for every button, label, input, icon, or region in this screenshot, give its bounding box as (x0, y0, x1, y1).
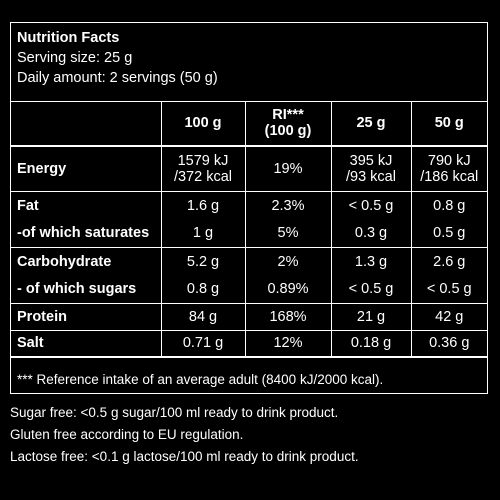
sugars-100g: 0.8 g (160, 275, 245, 304)
reference-intake-footnote: *** Reference intake of an average adult… (17, 372, 384, 387)
carbohydrate-ri: 2% (244, 247, 331, 276)
energy-100g-kcal: /372 kcal (173, 168, 233, 185)
col-header-ri-basis: (100 g) (264, 123, 312, 140)
saturates-ri: 5% (244, 219, 331, 248)
sugars-50g: < 0.5 g (410, 275, 487, 304)
table-bottom-rule (11, 356, 487, 359)
protein-50g: 42 g (410, 303, 487, 331)
row-label-fat: Fat (17, 197, 39, 214)
table-header-row: 100 g RI*** (100 g) 25 g 50 g (11, 101, 487, 146)
energy-100g: 1579 kJ /372 kcal (160, 145, 245, 192)
carbohydrate-25g: 1.3 g (330, 247, 411, 276)
energy-25g-kj: 395 kJ (349, 152, 393, 169)
table-row-sugars: - of which sugars 0.8 g 0.89% < 0.5 g < … (11, 275, 487, 304)
carbohydrate-100g: 5.2 g (160, 247, 245, 276)
protein-25g: 21 g (330, 303, 411, 331)
row-label-saturates: -of which saturates (17, 225, 150, 242)
saturates-50g: 0.5 g (410, 219, 487, 248)
carbohydrate-50g: 2.6 g (410, 247, 487, 276)
table-row-carbohydrate: Carbohydrate 5.2 g 2% 1.3 g 2.6 g (11, 247, 487, 276)
salt-ri: 12% (244, 330, 331, 357)
col-header-50g: 50 g (410, 101, 487, 146)
col-header-ri: RI*** (100 g) (244, 101, 331, 146)
fat-50g: 0.8 g (410, 191, 487, 220)
energy-25g: 395 kJ /93 kcal (330, 145, 411, 192)
nutrition-header: Nutrition Facts Serving size: 25 g Daily… (17, 28, 218, 88)
protein-ri: 168% (244, 303, 331, 331)
salt-50g: 0.36 g (410, 330, 487, 357)
daily-amount: Daily amount: 2 servings (50 g) (17, 70, 218, 86)
serving-size: Serving size: 25 g (17, 50, 133, 66)
row-label-sugars: - of which sugars (17, 281, 137, 298)
table-row-protein: Protein 84 g 168% 21 g 42 g (11, 303, 487, 331)
salt-100g: 0.71 g (160, 330, 245, 357)
col-header-ri-label: RI*** (272, 107, 304, 124)
table-header-blank (11, 102, 161, 146)
sugars-25g: < 0.5 g (330, 275, 411, 304)
table-row-saturates: -of which saturates 1 g 5% 0.3 g 0.5 g (11, 219, 487, 248)
energy-50g-kcal: /186 kcal (420, 168, 479, 185)
table-row-fat: Fat 1.6 g 2.3% < 0.5 g 0.8 g (11, 191, 487, 220)
sugars-ri: 0.89% (244, 275, 331, 304)
saturates-25g: 0.3 g (330, 219, 411, 248)
energy-100g-kj: 1579 kJ (177, 152, 229, 169)
row-label-salt: Salt (17, 335, 44, 352)
fat-100g: 1.6 g (160, 191, 245, 220)
table-bottom-rule-cell (11, 357, 487, 358)
product-notes: Sugar free: <0.5 g sugar/100 ml ready to… (10, 402, 359, 468)
col-header-100g: 100 g (160, 101, 245, 146)
energy-50g: 790 kJ /186 kcal (410, 145, 487, 192)
energy-ri: 19% (244, 145, 331, 192)
nutrition-title: Nutrition Facts (17, 30, 120, 46)
table-row-energy: Energy 1579 kJ /372 kcal 19% 395 kJ /93 … (11, 145, 487, 192)
energy-50g-kj: 790 kJ (427, 152, 471, 169)
row-label-protein: Protein (17, 309, 67, 325)
note-gluten-free: Gluten free according to EU regulation. (10, 427, 244, 442)
nutrition-facts-panel: Nutrition Facts Serving size: 25 g Daily… (10, 22, 488, 394)
note-sugar-free: Sugar free: <0.5 g sugar/100 ml ready to… (10, 405, 339, 420)
protein-100g: 84 g (160, 303, 245, 331)
row-label-carbohydrate: Carbohydrate (17, 253, 112, 270)
saturates-100g: 1 g (160, 219, 245, 248)
row-label-energy: Energy (17, 160, 67, 177)
fat-25g: < 0.5 g (330, 191, 411, 220)
col-header-25g: 25 g (330, 101, 411, 146)
fat-ri: 2.3% (244, 191, 331, 220)
nutrition-table: 100 g RI*** (100 g) 25 g 50 g Energy 157… (11, 101, 487, 359)
note-lactose-free: Lactose free: <0.1 g lactose/100 ml read… (10, 449, 359, 464)
salt-25g: 0.18 g (330, 330, 411, 357)
energy-25g-kcal: /93 kcal (346, 168, 396, 185)
table-row-salt: Salt 0.71 g 12% 0.18 g 0.36 g (11, 330, 487, 357)
